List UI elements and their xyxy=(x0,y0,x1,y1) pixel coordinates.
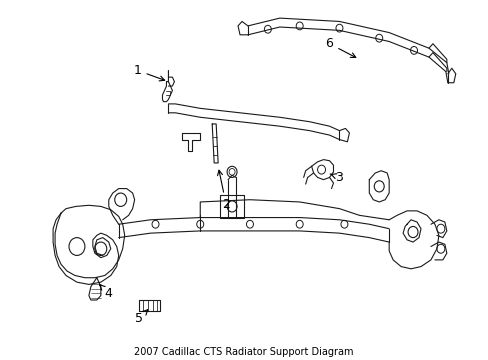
Text: 4: 4 xyxy=(100,285,112,300)
Text: 1: 1 xyxy=(133,64,164,81)
Text: 2007 Cadillac CTS Radiator Support Diagram: 2007 Cadillac CTS Radiator Support Diagr… xyxy=(134,347,353,357)
Text: 3: 3 xyxy=(329,171,343,184)
Text: 5: 5 xyxy=(134,310,147,325)
Text: 2: 2 xyxy=(217,170,229,211)
Text: 6: 6 xyxy=(325,37,355,58)
